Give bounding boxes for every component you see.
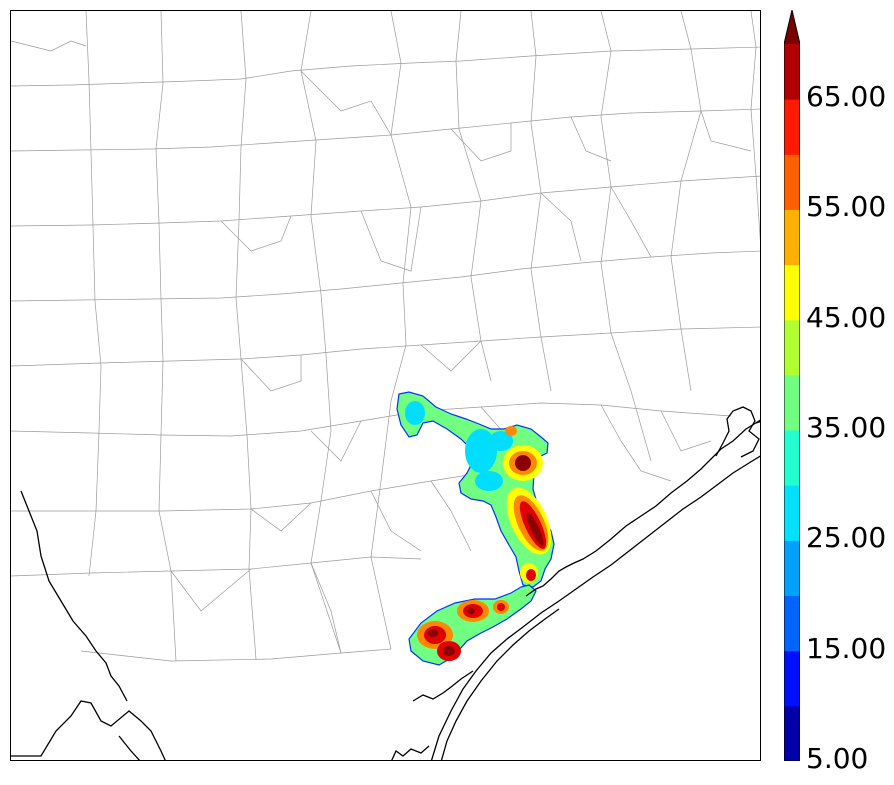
colorbar-tick-label: 35.00	[806, 411, 887, 445]
colorbar-tick-label: 45.00	[806, 300, 887, 334]
colorbar-segment	[784, 99, 800, 155]
colorbar-segment	[784, 374, 800, 431]
county-line	[11, 472, 482, 512]
county-line	[670, 11, 702, 392]
colorbar-segment	[784, 319, 800, 376]
county-line	[11, 556, 422, 577]
rainfall-cell	[467, 608, 475, 614]
colorbar-segment	[784, 430, 800, 486]
coastline	[11, 406, 760, 760]
county-line	[170, 568, 252, 612]
colorbar-segment	[784, 705, 800, 761]
county-line	[600, 11, 652, 462]
colorbar-extend-arrow	[784, 10, 800, 44]
coastline-segment	[525, 419, 760, 597]
colorbar-segment	[784, 264, 800, 321]
colorbar-outline	[784, 10, 800, 761]
colorbar-segment	[784, 154, 800, 210]
county-line	[430, 480, 472, 552]
county-line	[360, 206, 422, 272]
rainfall-cell	[405, 401, 425, 425]
colorbar-tick-label: 25.00	[806, 521, 887, 555]
colorbar-segment	[784, 209, 800, 266]
precipitation-field	[396, 391, 555, 666]
county-line	[370, 11, 412, 650]
colorbar-tick-label: 5.00	[806, 742, 869, 775]
rainfall-cell	[443, 646, 455, 656]
map-panel	[10, 10, 761, 761]
rainfall-cell	[515, 455, 531, 471]
county-line	[700, 110, 752, 152]
county-line	[610, 186, 652, 258]
county-line	[85, 11, 102, 577]
coastline-segment	[440, 608, 560, 760]
colorbar-tick-label: 55.00	[806, 190, 887, 224]
county-line	[11, 108, 760, 152]
rainfall-cell	[475, 471, 503, 491]
colorbar-tick-label: 65.00	[806, 80, 887, 114]
county-line	[80, 648, 392, 662]
rainfall-cell	[526, 512, 544, 546]
county-line	[155, 11, 177, 662]
colorbar-tick-label: 15.00	[806, 631, 887, 665]
county-line	[450, 123, 512, 162]
coastline-segment	[715, 406, 760, 458]
county-line	[600, 404, 672, 482]
county-line	[235, 11, 257, 660]
rainfall-cell	[505, 426, 517, 436]
colorbar	[784, 10, 800, 761]
rainfall-cell	[526, 569, 536, 581]
rainfall-cell	[428, 629, 438, 637]
county-line	[11, 40, 87, 52]
county-line	[11, 326, 760, 367]
colorbar-segment	[784, 595, 800, 652]
rainfall-cell	[489, 431, 513, 451]
county-line	[540, 192, 582, 262]
storm-swath-outer	[396, 391, 555, 588]
coastline-segment	[412, 670, 474, 702]
county-line	[310, 420, 362, 462]
rainfall-cell	[497, 603, 505, 611]
county-line	[530, 11, 552, 392]
county-line	[11, 402, 732, 437]
colorbar-segment	[784, 650, 800, 707]
county-line	[455, 11, 492, 382]
county-line	[240, 355, 302, 392]
coastline-segment	[391, 745, 430, 760]
county-line	[300, 70, 392, 136]
colorbar-segment	[784, 485, 800, 541]
county-line	[11, 175, 760, 227]
map-canvas	[11, 11, 760, 760]
county-line	[660, 410, 712, 452]
county-line	[750, 11, 760, 242]
rainfall-cell	[465, 429, 497, 473]
county-line	[370, 490, 422, 552]
county-line	[570, 116, 612, 162]
county-line	[310, 562, 342, 654]
county-line	[300, 11, 342, 654]
coastline-segment	[20, 490, 128, 702]
county-line	[11, 46, 760, 87]
county-boundaries	[11, 11, 760, 662]
coastline-segment	[11, 700, 166, 760]
coastline-segment	[755, 420, 760, 424]
county-line	[220, 215, 292, 252]
colorbar-segment	[784, 540, 800, 597]
colorbar-segment	[784, 44, 800, 100]
county-line	[11, 250, 760, 302]
coastline-segment	[430, 455, 760, 760]
county-line	[420, 340, 482, 372]
county-line	[250, 502, 312, 532]
coastline-segment	[118, 735, 141, 760]
